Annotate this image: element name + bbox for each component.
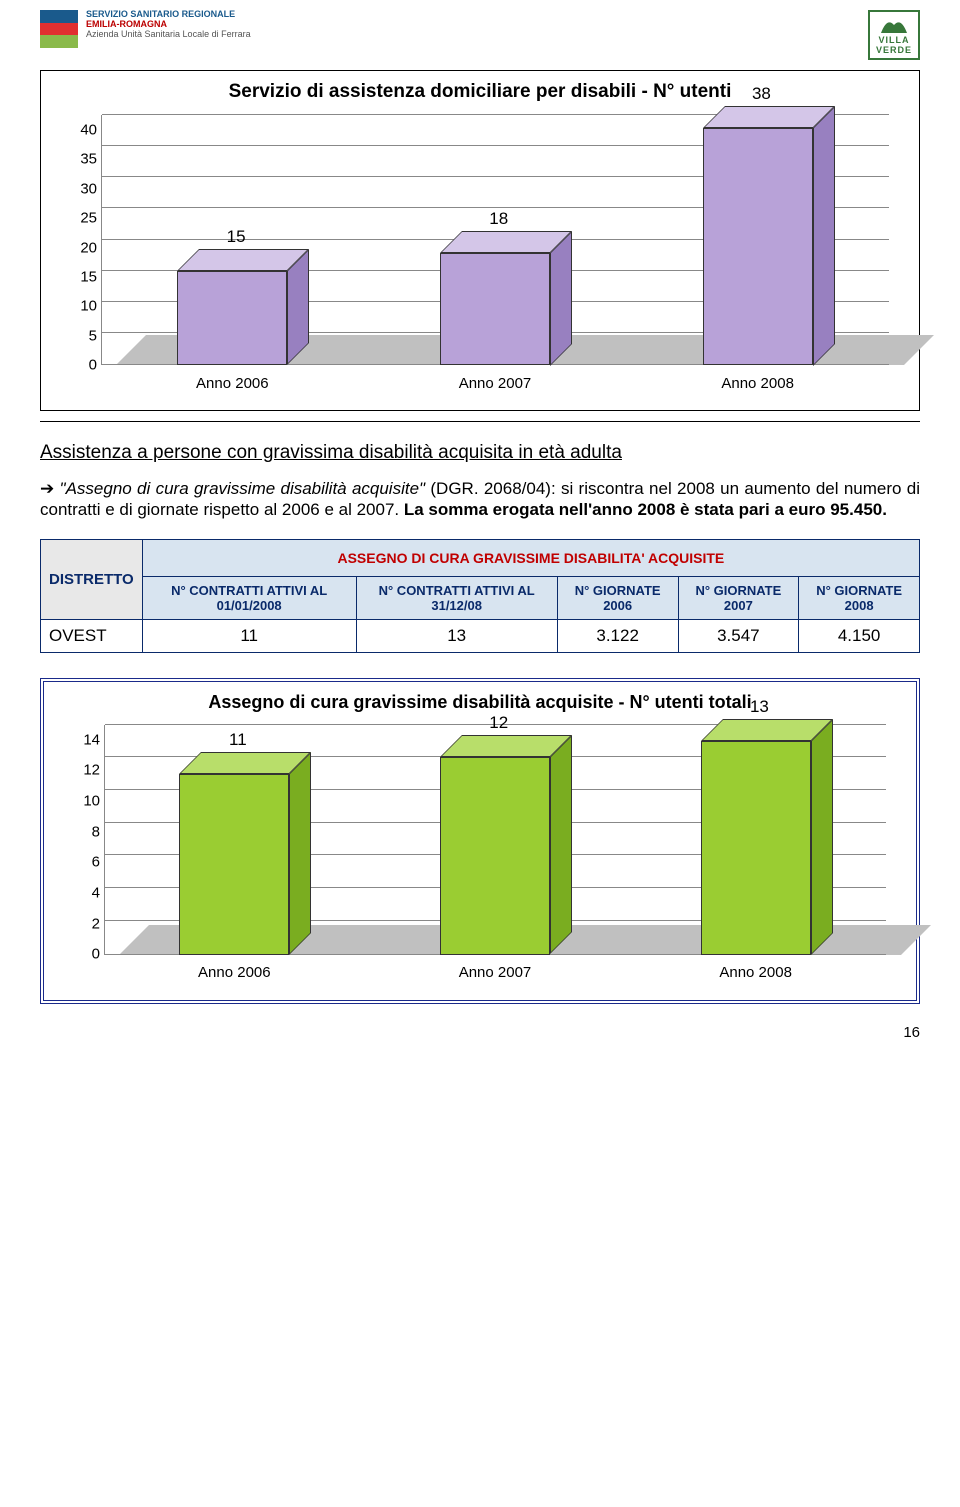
- table-row: OVEST11133.1223.5474.150: [41, 619, 920, 652]
- y-tick: 5: [61, 328, 97, 343]
- chart2-title: Assegno di cura gravissime disabilità ac…: [64, 692, 896, 713]
- table-cell: 13: [356, 619, 557, 652]
- y-tick: 35: [61, 152, 97, 167]
- table-cell: 4.150: [799, 619, 920, 652]
- table-column-header: N° GIORNATE 2008: [799, 576, 920, 619]
- y-tick: 25: [61, 211, 97, 226]
- x-tick-label: Anno 2006: [198, 964, 271, 981]
- table-cell: 3.122: [557, 619, 678, 652]
- villa-line1: VILLA: [876, 35, 912, 45]
- bar-group: 11: [137, 774, 333, 955]
- chart1-area: 0510152025303540 151838 Anno 2006Anno 20…: [101, 115, 889, 395]
- divider: [40, 421, 920, 422]
- table-cell: 11: [142, 619, 356, 652]
- bar-group: 12: [397, 757, 593, 954]
- x-tick-label: Anno 2008: [721, 375, 794, 392]
- table-cell: 3.547: [678, 619, 799, 652]
- y-tick: 0: [61, 358, 97, 373]
- body-quote: "Assegno di cura gravissime disabilità a…: [60, 479, 426, 498]
- logo-villa-verde: VILLA VERDE: [868, 10, 920, 60]
- table-distretto-header: DISTRETTO: [41, 539, 143, 619]
- leaf-icon: [877, 15, 911, 35]
- chart1-y-axis: 0510152025303540: [61, 115, 97, 365]
- bar-group: 18: [396, 253, 593, 366]
- y-tick: 10: [64, 793, 100, 808]
- bar-group: 15: [134, 271, 331, 365]
- bar-value-label: 18: [489, 209, 508, 229]
- y-tick: 20: [61, 240, 97, 255]
- assegno-table: DISTRETTO ASSEGNO DI CURA GRAVISSIME DIS…: [40, 539, 920, 653]
- y-tick: 6: [64, 855, 100, 870]
- y-tick: 2: [64, 916, 100, 931]
- table-column-header: N° GIORNATE 2007: [678, 576, 799, 619]
- y-tick: 30: [61, 181, 97, 196]
- x-tick-label: Anno 2007: [459, 964, 532, 981]
- table-super-header: ASSEGNO DI CURA GRAVISSIME DISABILITA' A…: [142, 539, 919, 576]
- x-tick-label: Anno 2007: [459, 375, 532, 392]
- x-tick-label: Anno 2006: [196, 375, 269, 392]
- bar-value-label: 11: [229, 730, 247, 750]
- y-tick: 12: [64, 763, 100, 778]
- chart2-container: Assegno di cura gravissime disabilità ac…: [40, 678, 920, 1004]
- ssr-text: SERVIZIO SANITARIO REGIONALE EMILIA-ROMA…: [86, 10, 251, 40]
- section-heading: Assistenza a persone con gravissima disa…: [40, 442, 920, 464]
- body-paragraph: ➔ "Assegno di cura gravissime disabilità…: [40, 478, 920, 521]
- table-row-label: OVEST: [41, 619, 143, 652]
- bar-value-label: 12: [489, 713, 508, 733]
- bar-group: 13: [658, 741, 854, 955]
- bar-group: 38: [659, 128, 856, 366]
- table-column-header: N° CONTRATTI ATTIVI AL 31/12/08: [356, 576, 557, 619]
- y-tick: 10: [61, 299, 97, 314]
- y-tick: 4: [64, 886, 100, 901]
- y-tick: 8: [64, 824, 100, 839]
- chart1-container: Servizio di assistenza domiciliare per d…: [40, 70, 920, 411]
- chart2-x-labels: Anno 2006 Anno 2007 Anno 2008: [104, 961, 886, 985]
- body-bold: La somma erogata nell'anno 2008 è stata …: [404, 500, 887, 519]
- bar-value-label: 13: [750, 697, 769, 717]
- villa-line2: VERDE: [876, 45, 912, 55]
- ssr-icon: [40, 10, 78, 48]
- bar-value-label: 15: [227, 227, 246, 247]
- chart1-bars: 15 18 38: [101, 115, 889, 365]
- x-tick-label: Anno 2008: [719, 964, 792, 981]
- table-column-header: N° GIORNATE 2006: [557, 576, 678, 619]
- table-column-header: N° CONTRATTI ATTIVI AL 01/01/2008: [142, 576, 356, 619]
- chart2-y-axis: 02468101214: [64, 725, 100, 955]
- page-number: 16: [40, 1024, 920, 1041]
- y-tick: 0: [64, 947, 100, 962]
- y-tick: 15: [61, 269, 97, 284]
- logo-ssr-block: SERVIZIO SANITARIO REGIONALE EMILIA-ROMA…: [40, 10, 251, 48]
- ssr-line3: Azienda Unità Sanitaria Locale di Ferrar…: [86, 30, 251, 40]
- arrow-icon: ➔: [40, 479, 60, 498]
- chart2-bars: 11 12 13: [104, 725, 886, 955]
- chart1-title: Servizio di assistenza domiciliare per d…: [61, 81, 899, 103]
- page-header: SERVIZIO SANITARIO REGIONALE EMILIA-ROMA…: [40, 10, 920, 60]
- chart1-x-labels: Anno 2006 Anno 2007 Anno 2008: [101, 371, 889, 395]
- bar-value-label: 38: [752, 84, 771, 104]
- chart2-area: 02468101214 111213 Anno 2006Anno 2007Ann…: [104, 725, 886, 985]
- y-tick: 40: [61, 123, 97, 138]
- y-tick: 14: [64, 732, 100, 747]
